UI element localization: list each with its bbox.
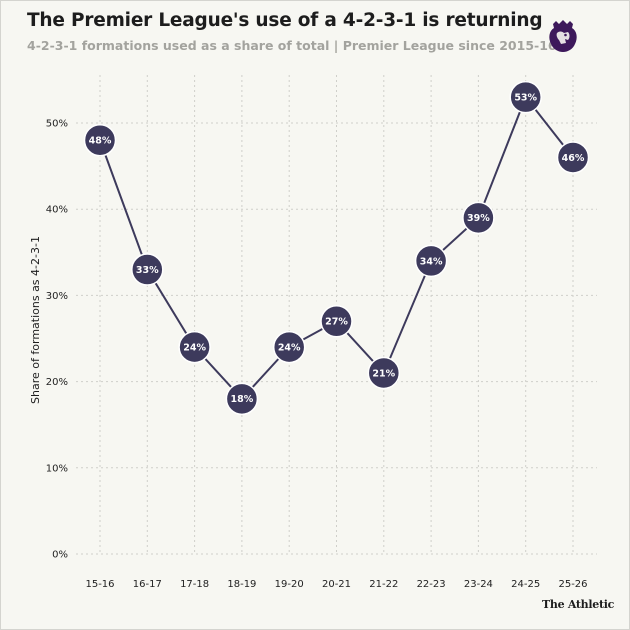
series-line [99,95,574,401]
data-point [83,123,117,157]
data-point [414,244,448,278]
data-points: 48% 33% 24% 18% 24% 27% 21% 34% 39% 53% 46% [83,80,590,416]
data-point [272,330,306,364]
y-tick-label: 20% [46,377,68,388]
data-label: 39% [467,213,490,224]
x-tick-label: 16-17 [133,579,162,590]
data-point [367,356,401,390]
y-tick-label: 30% [46,291,68,302]
data-label: 24% [183,343,206,354]
data-label: 33% [136,265,159,276]
chart-title: The Premier League's use of a 4-2-3-1 is… [27,10,543,31]
data-point [131,253,164,286]
data-label: 21% [372,368,395,379]
x-tick-label: 21-22 [369,579,398,590]
x-axis-ticks: 15-16 16-17 17-18 18-19 19-20 20-21 21-22 22-23… [85,579,587,590]
x-tick-label: 15-16 [85,579,114,590]
source-credit: The Athletic [542,598,614,611]
data-label: 53% [514,93,537,104]
y-axis-title: Share of formations as 4-2-3-1 [29,236,42,404]
data-point [556,141,590,174]
y-axis-ticks: 0% 10% 20% 30% 40% 50% [46,119,68,561]
x-tick-label: 25-26 [558,579,587,590]
x-tick-label: 17-18 [180,579,209,590]
x-tick-label: 20-21 [322,579,351,590]
y-tick-label: 40% [46,205,68,216]
data-point [178,330,211,364]
data-label: 46% [562,153,585,164]
x-tick-label: 23-24 [464,579,493,590]
x-tick-label: 19-20 [275,579,304,590]
x-tick-label: 22-23 [417,579,446,590]
premier-league-lion-icon [549,20,577,52]
data-label: 24% [278,343,301,354]
data-point [462,201,495,235]
data-point [320,305,353,338]
data-point [509,80,542,114]
x-tick-label: 24-25 [511,579,540,590]
y-tick-label: 10% [46,463,68,474]
data-point [225,382,259,416]
y-tick-label: 50% [46,119,68,130]
data-label: 34% [420,256,443,267]
data-label: 48% [89,136,112,147]
data-label: 27% [325,317,348,328]
x-tick-label: 18-19 [227,579,256,590]
y-tick-label: 0% [52,550,68,561]
data-label: 18% [231,394,254,405]
chart-subtitle: 4-2-3-1 formations used as a share of to… [27,38,557,53]
